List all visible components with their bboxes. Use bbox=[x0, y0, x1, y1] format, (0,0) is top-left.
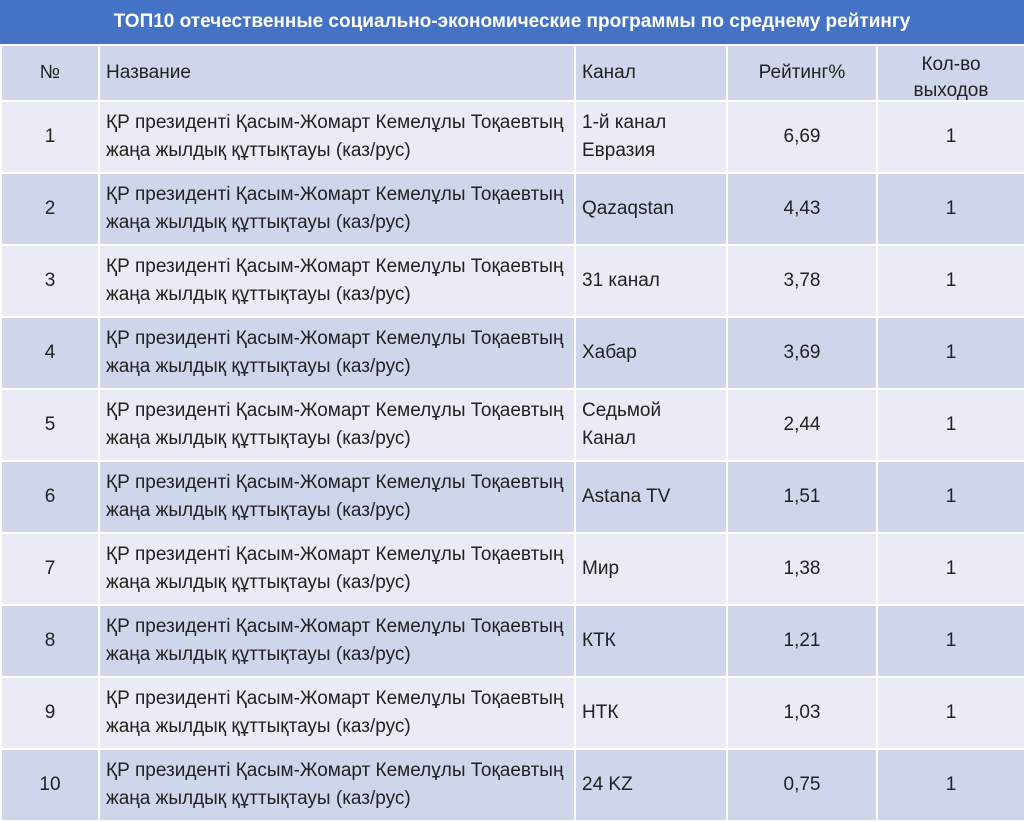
cell-num: 9 bbox=[0, 676, 100, 750]
cell-count: 1 bbox=[876, 172, 1024, 246]
cell-rating: 1,51 bbox=[726, 460, 878, 534]
table-row: 1 ҚР президенті Қасым-Жомарт Кемелұлы Тоқ… bbox=[0, 100, 1024, 174]
cell-channel: НТК bbox=[574, 676, 728, 750]
cell-rating: 2,44 bbox=[726, 388, 878, 462]
cell-count: 1 bbox=[876, 676, 1024, 750]
table-row: 9 ҚР президенті Қасым-Жомарт Кемелұлы Тоқ… bbox=[0, 676, 1024, 750]
cell-rating: 1,38 bbox=[726, 532, 878, 606]
cell-name: ҚР президенті Қасым-Жомарт Кемелұлы Тоқа… bbox=[98, 532, 576, 606]
column-header-num: № bbox=[0, 44, 100, 102]
cell-name: ҚР президенті Қасым-Жомарт Кемелұлы Тоқа… bbox=[98, 388, 576, 462]
ratings-table: № Название Канал Рейтинг% Кол-во выходов… bbox=[0, 44, 1024, 822]
cell-num: 6 bbox=[0, 460, 100, 534]
cell-num: 10 bbox=[0, 748, 100, 822]
cell-rating: 3,69 bbox=[726, 316, 878, 390]
cell-count: 1 bbox=[876, 604, 1024, 678]
table-row: 8 ҚР президенті Қасым-Жомарт Кемелұлы Тоқ… bbox=[0, 604, 1024, 678]
cell-channel: 24 KZ bbox=[574, 748, 728, 822]
column-header-rating: Рейтинг% bbox=[726, 44, 878, 102]
table-row: 5 ҚР президенті Қасым-Жомарт Кемелұлы Тоқ… bbox=[0, 388, 1024, 462]
cell-name: ҚР президенті Қасым-Жомарт Кемелұлы Тоқа… bbox=[98, 316, 576, 390]
cell-num: 5 bbox=[0, 388, 100, 462]
column-header-name: Название bbox=[98, 44, 576, 102]
cell-count: 1 bbox=[876, 748, 1024, 822]
cell-channel: КТК bbox=[574, 604, 728, 678]
cell-num: 7 bbox=[0, 532, 100, 606]
cell-rating: 0,75 bbox=[726, 748, 878, 822]
cell-name: ҚР президенті Қасым-Жомарт Кемелұлы Тоқа… bbox=[98, 604, 576, 678]
cell-name: ҚР президенті Қасым-Жомарт Кемелұлы Тоқа… bbox=[98, 460, 576, 534]
cell-num: 3 bbox=[0, 244, 100, 318]
cell-count: 1 bbox=[876, 388, 1024, 462]
table-title: ТОП10 отечественные социально-экономичес… bbox=[0, 0, 1024, 44]
table-row: 2 ҚР президенті Қасым-Жомарт Кемелұлы Тоқ… bbox=[0, 172, 1024, 246]
cell-rating: 1,21 bbox=[726, 604, 878, 678]
column-header-channel: Канал bbox=[574, 44, 728, 102]
cell-channel: Astana TV bbox=[574, 460, 728, 534]
table-row: 6 ҚР президенті Қасым-Жомарт Кемелұлы Тоқ… bbox=[0, 460, 1024, 534]
cell-channel: 31 канал bbox=[574, 244, 728, 318]
cell-channel: Седьмой Канал bbox=[574, 388, 728, 462]
header-row: № Название Канал Рейтинг% Кол-во выходов bbox=[0, 44, 1024, 102]
cell-num: 1 bbox=[0, 100, 100, 174]
table-row: 7 ҚР президенті Қасым-Жомарт Кемелұлы Тоқ… bbox=[0, 532, 1024, 606]
cell-rating: 1,03 bbox=[726, 676, 878, 750]
cell-channel: 1-й канал Евразия bbox=[574, 100, 728, 174]
cell-name: ҚР президенті Қасым-Жомарт Кемелұлы Тоқа… bbox=[98, 172, 576, 246]
column-header-count: Кол-во выходов bbox=[876, 44, 1024, 102]
cell-channel: Хабар bbox=[574, 316, 728, 390]
column-header-count-label: Кол-во выходов bbox=[913, 54, 989, 100]
cell-count: 1 bbox=[876, 244, 1024, 318]
cell-name: ҚР президенті Қасым-Жомарт Кемелұлы Тоқа… bbox=[98, 748, 576, 822]
cell-count: 1 bbox=[876, 316, 1024, 390]
cell-rating: 3,78 bbox=[726, 244, 878, 318]
cell-channel: Мир bbox=[574, 532, 728, 606]
cell-num: 4 bbox=[0, 316, 100, 390]
cell-count: 1 bbox=[876, 100, 1024, 174]
cell-num: 8 bbox=[0, 604, 100, 678]
table-row: 3 ҚР президенті Қасым-Жомарт Кемелұлы Тоқ… bbox=[0, 244, 1024, 318]
cell-name: ҚР президенті Қасым-Жомарт Кемелұлы Тоқа… bbox=[98, 244, 576, 318]
cell-num: 2 bbox=[0, 172, 100, 246]
table-row: 4 ҚР президенті Қасым-Жомарт Кемелұлы Тоқ… bbox=[0, 316, 1024, 390]
cell-name: ҚР президенті Қасым-Жомарт Кемелұлы Тоқа… bbox=[98, 676, 576, 750]
table-row: 10 ҚР президенті Қасым-Жомарт Кемелұлы То… bbox=[0, 748, 1024, 822]
cell-rating: 4,43 bbox=[726, 172, 878, 246]
cell-name: ҚР президенті Қасым-Жомарт Кемелұлы Тоқа… bbox=[98, 100, 576, 174]
cell-rating: 6,69 bbox=[726, 100, 878, 174]
cell-count: 1 bbox=[876, 460, 1024, 534]
cell-channel: Qazaqstan bbox=[574, 172, 728, 246]
cell-count: 1 bbox=[876, 532, 1024, 606]
